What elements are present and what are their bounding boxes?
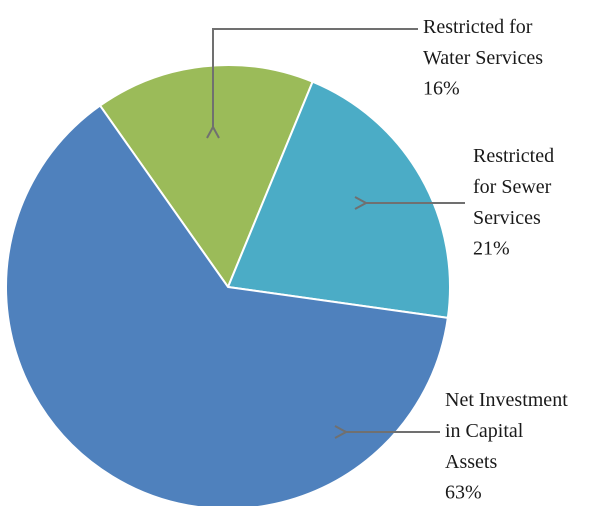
pie-slice <box>226 80 451 320</box>
slice-label: Restricted for Sewer Services <box>473 145 554 229</box>
value-label: 16% <box>423 78 460 100</box>
pie-slice <box>98 64 314 290</box>
pie-slice <box>5 104 449 506</box>
leader-arrow <box>213 28 418 127</box>
labels: Restricted for Water Services 16% Restricte… <box>213 16 568 504</box>
pie <box>5 64 451 506</box>
slice-label: Restricted for Water Services <box>423 16 543 69</box>
value-label: 63% <box>445 482 482 504</box>
slice-label: Net Investment in Capital Assets <box>445 389 568 473</box>
value-label: 21% <box>473 238 510 260</box>
